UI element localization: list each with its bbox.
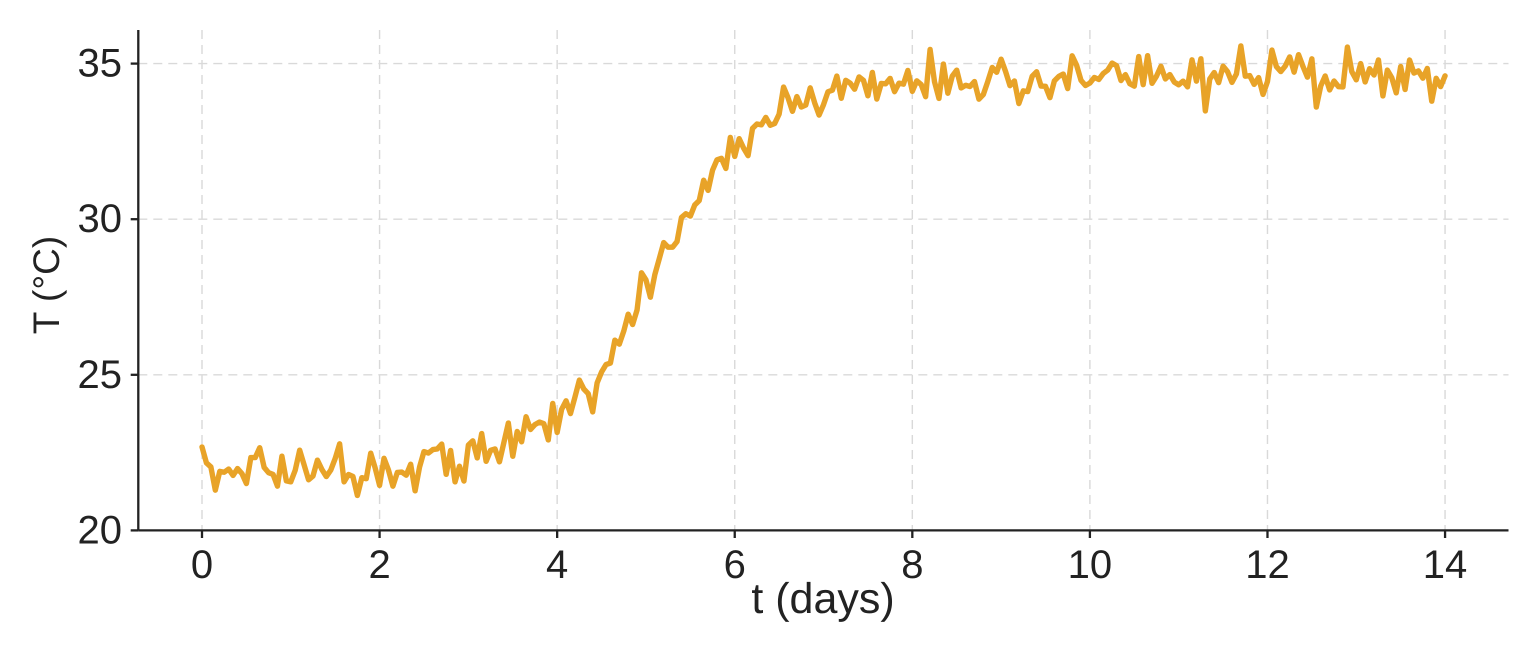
svg-text:12: 12 — [1245, 543, 1290, 587]
svg-text:35: 35 — [78, 42, 123, 86]
svg-text:T (°C): T (°C) — [26, 236, 67, 334]
svg-text:6: 6 — [724, 543, 746, 587]
svg-text:2: 2 — [368, 543, 390, 587]
svg-text:20: 20 — [78, 508, 123, 552]
svg-text:10: 10 — [1068, 543, 1113, 587]
svg-text:30: 30 — [78, 197, 123, 241]
svg-text:4: 4 — [546, 543, 568, 587]
svg-text:0: 0 — [191, 543, 213, 587]
svg-text:14: 14 — [1423, 543, 1468, 587]
svg-text:25: 25 — [78, 353, 123, 397]
svg-text:8: 8 — [901, 543, 923, 587]
svg-text:t (days): t (days) — [751, 575, 894, 623]
